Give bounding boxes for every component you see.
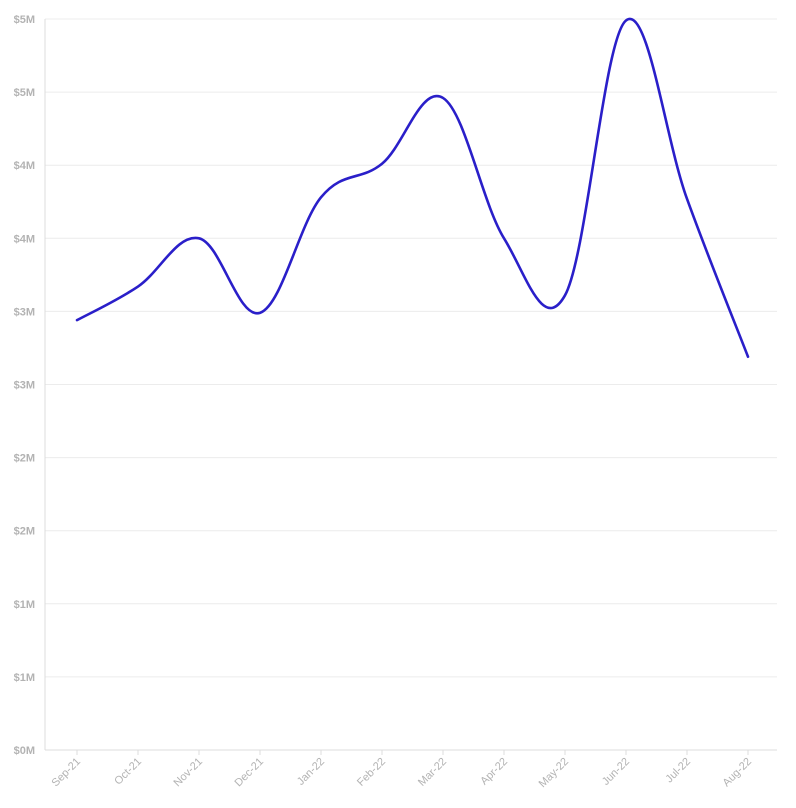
- data-point: [623, 17, 629, 23]
- y-tick-label: $5M: [14, 14, 35, 26]
- series-line: [75, 17, 750, 359]
- x-tick-label: Nov-21: [172, 756, 206, 790]
- data-point: [74, 317, 80, 323]
- x-tick-label: Aug-22: [721, 756, 755, 790]
- x-tick-label: Oct-21: [112, 756, 144, 788]
- data-point: [318, 194, 324, 200]
- data-point: [684, 196, 690, 202]
- y-tick-label: $4M: [14, 233, 35, 245]
- data-point: [440, 95, 446, 101]
- data-point: [562, 292, 568, 298]
- data-point: [745, 354, 751, 360]
- y-tick-label: $3M: [14, 306, 35, 318]
- y-tick-label: $5M: [14, 87, 35, 99]
- data-point: [135, 284, 141, 290]
- x-tick-label: Dec-21: [233, 756, 267, 790]
- x-tick-label: Mar-22: [416, 756, 449, 789]
- y-tick-label: $2M: [14, 526, 35, 538]
- y-tick-label: $1M: [14, 599, 35, 611]
- x-tick-label: Jan-22: [295, 756, 327, 788]
- y-tick-label: $2M: [14, 453, 35, 465]
- x-axis-labels: Sep-21 Oct-21 Nov-21 Dec-21 Jan-22 Feb-22 Mar-…: [50, 756, 755, 790]
- y-tick-label: $1M: [14, 672, 35, 684]
- series-layer: [74, 17, 751, 360]
- y-tick-label: $3M: [14, 380, 35, 392]
- x-tick-label: Apr-22: [478, 756, 510, 788]
- y-axis-labels: $0M $1M $1M $2M $2M $3M $3M $4M $4M $5M $5M: [14, 14, 35, 757]
- x-tick-label: Feb-22: [355, 756, 388, 789]
- x-tick-label: Sep-21: [50, 756, 84, 790]
- data-point: [501, 235, 507, 241]
- grid-layer: [45, 18, 777, 678]
- axis-layer: [44, 19, 777, 755]
- x-tick-label: May-22: [537, 756, 571, 790]
- y-tick-label: $0M: [14, 745, 35, 757]
- data-point: [379, 161, 385, 167]
- y-tick-label: $4M: [14, 160, 35, 172]
- x-tick-label: Jun-22: [600, 756, 632, 788]
- data-point: [257, 310, 263, 316]
- x-tick-label: Jul-22: [663, 756, 693, 786]
- data-point: [196, 235, 202, 241]
